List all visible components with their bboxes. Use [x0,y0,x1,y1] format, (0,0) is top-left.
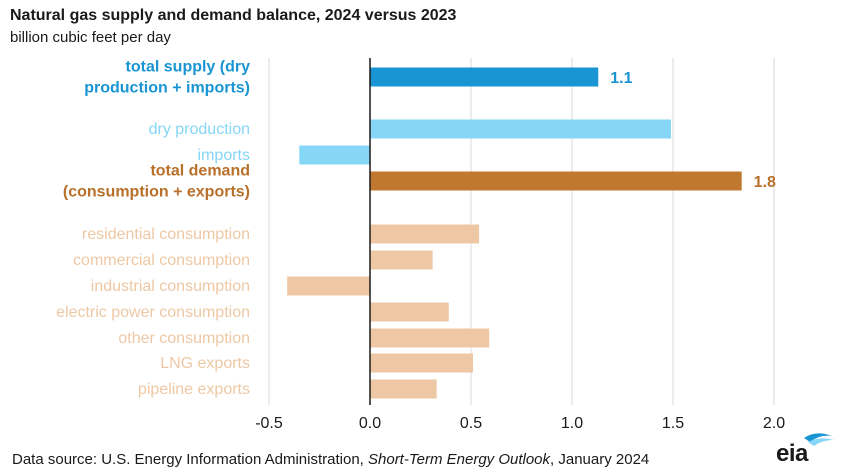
bar [370,328,490,348]
x-tick-label: 1.0 [561,415,583,432]
data-label: 1.1 [610,70,632,87]
chart-title: Natural gas supply and demand balance, 2… [10,7,457,24]
category-label: electric power consumption [56,304,250,321]
bar [370,353,474,373]
category-label: residential consumption [82,226,250,243]
bar [370,250,433,270]
chart-subtitle: billion cubic feet per day [10,29,171,46]
category-label: (consumption + exports) [63,184,250,201]
category-label: industrial consumption [91,278,250,295]
category-label: LNG exports [160,355,250,372]
bar [370,379,437,399]
bar [287,276,370,296]
source-prefix: Data source: U.S. Energy Information Adm… [12,451,368,468]
x-tick-label: 0.5 [460,415,482,432]
category-label: other consumption [118,330,250,347]
category-label: commercial consumption [73,252,250,269]
data-label: 1.8 [754,174,776,191]
eia-logo-text: eia [776,440,808,467]
bar [370,119,671,139]
bar-chart: total supply (dry production + imports) 1.… [56,58,785,432]
category-label: total demand [150,163,250,180]
bar [370,171,742,191]
x-tick-label: -0.5 [255,415,283,432]
category-label: production + imports) [84,80,250,97]
source-publication: Short-Term Energy Outlook [368,451,551,468]
data-source-note: Data source: U.S. Energy Information Adm… [12,451,649,468]
x-tick-label: 1.5 [662,415,684,432]
bar [370,302,449,322]
eia-logo-swoosh-icon [804,433,834,446]
bar [370,67,599,87]
bar [299,145,370,165]
bar [370,224,480,244]
category-label: dry production [149,121,250,138]
category-label: imports [198,147,250,164]
category-label: total supply (dry [126,59,251,76]
x-tick-label: 0.0 [359,415,381,432]
x-tick-label: 2.0 [763,415,785,432]
source-suffix: , January 2024 [550,451,650,468]
eia-logo: eia [770,432,840,470]
category-label: pipeline exports [138,381,250,398]
